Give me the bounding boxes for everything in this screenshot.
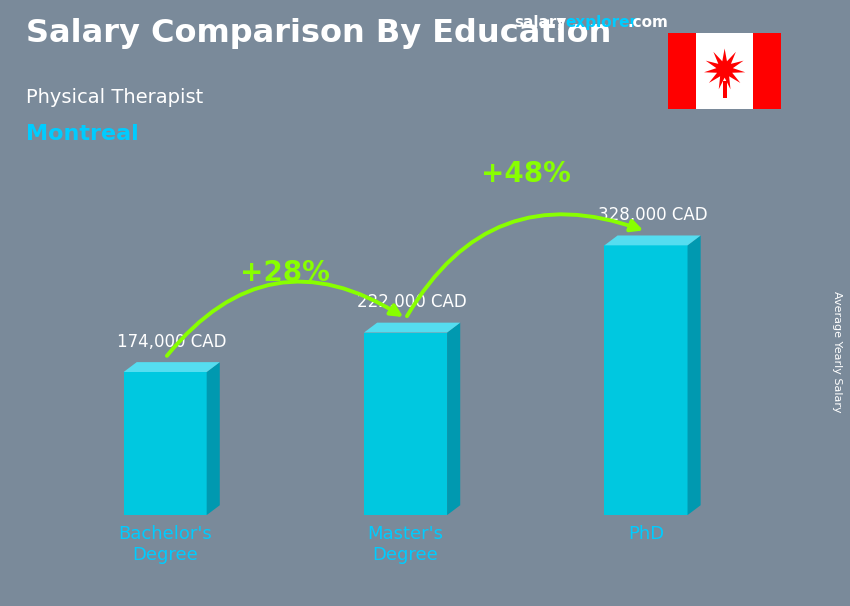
Bar xyxy=(604,245,688,515)
Polygon shape xyxy=(688,236,700,515)
Polygon shape xyxy=(447,322,460,515)
Text: 174,000 CAD: 174,000 CAD xyxy=(117,333,226,351)
Text: +48%: +48% xyxy=(481,160,570,188)
Bar xyxy=(668,33,696,109)
Bar xyxy=(753,33,781,109)
Text: Montreal: Montreal xyxy=(26,124,139,144)
Text: +28%: +28% xyxy=(241,259,331,287)
Bar xyxy=(722,81,727,98)
Polygon shape xyxy=(207,362,220,515)
Text: 328,000 CAD: 328,000 CAD xyxy=(598,206,707,224)
Polygon shape xyxy=(604,236,700,245)
Text: Physical Therapist: Physical Therapist xyxy=(26,88,203,107)
Bar xyxy=(123,372,207,515)
Text: explorer: explorer xyxy=(565,15,638,30)
Bar xyxy=(696,33,753,109)
Polygon shape xyxy=(123,362,220,372)
Polygon shape xyxy=(364,322,460,333)
Bar xyxy=(364,333,447,515)
Text: Salary Comparison By Education: Salary Comparison By Education xyxy=(26,18,611,49)
Text: 222,000 CAD: 222,000 CAD xyxy=(357,293,467,311)
Text: .com: .com xyxy=(627,15,668,30)
Text: Average Yearly Salary: Average Yearly Salary xyxy=(832,291,842,412)
Polygon shape xyxy=(704,48,745,89)
Text: salary: salary xyxy=(514,15,567,30)
